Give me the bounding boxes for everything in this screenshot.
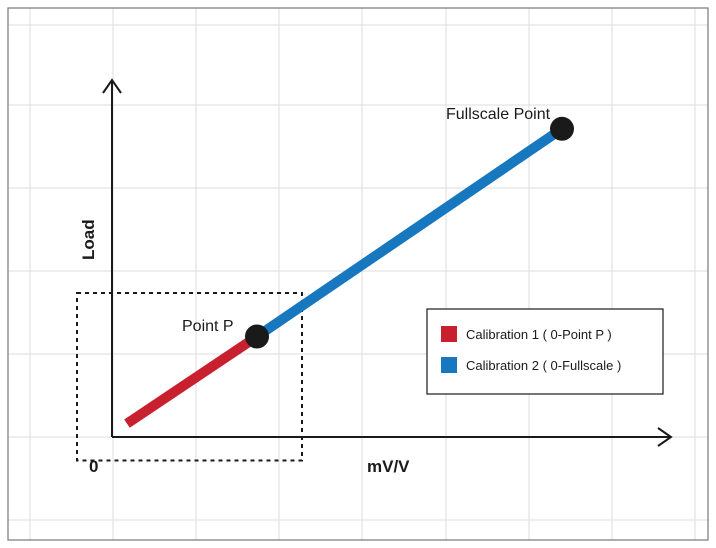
legend-label-calibration-1: Calibration 1 ( 0-Point P ) xyxy=(466,327,612,342)
series-line-2 xyxy=(254,124,565,341)
y-axis-arrow xyxy=(102,78,122,94)
highlight-box-rect xyxy=(76,291,303,462)
origin-label: 0 xyxy=(89,457,98,476)
chart-frame xyxy=(7,7,709,541)
point-p-marker xyxy=(245,324,269,349)
x-axis-label: mV/V xyxy=(367,457,410,476)
series-line-1 xyxy=(124,332,260,428)
annotation-point-p: Point P xyxy=(182,318,234,335)
legend-label-calibration-2: Calibration 2 ( 0-Fullscale ) xyxy=(466,358,621,373)
x-axis-arrow xyxy=(657,427,673,447)
legend-box xyxy=(426,308,664,395)
annotation-fullscale-point: Fullscale Point xyxy=(446,106,551,123)
axes xyxy=(102,78,673,447)
series-group xyxy=(124,124,565,428)
y-axis-label: Load xyxy=(79,219,98,260)
highlight-box xyxy=(76,291,303,462)
legend-swatch-calibration-1 xyxy=(441,326,457,342)
points-group xyxy=(245,116,574,349)
fullscale-point-marker xyxy=(550,116,574,141)
legend: Calibration 1 ( 0-Point P ) Calibration … xyxy=(426,308,664,395)
legend-swatch-calibration-2 xyxy=(441,357,457,373)
